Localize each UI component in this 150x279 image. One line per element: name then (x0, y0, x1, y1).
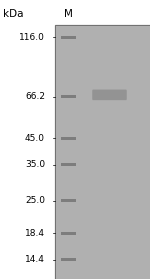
Text: 18.4: 18.4 (25, 229, 45, 238)
Text: 66.2: 66.2 (25, 92, 45, 102)
Bar (61, 36, 76, 39)
FancyBboxPatch shape (92, 90, 127, 100)
Text: 116.0: 116.0 (19, 33, 45, 42)
Text: 45.0: 45.0 (25, 134, 45, 143)
Bar (61, 163, 76, 166)
Text: 14.4: 14.4 (25, 255, 45, 264)
Text: M: M (64, 9, 73, 20)
Bar (55, 25, 150, 279)
Bar (61, 95, 76, 98)
Bar (61, 136, 76, 140)
Bar (55, 25, 150, 279)
Bar (61, 258, 76, 261)
Bar (61, 232, 76, 235)
Bar (61, 199, 76, 202)
Text: 35.0: 35.0 (25, 160, 45, 169)
Text: kDa: kDa (3, 9, 24, 20)
Text: 25.0: 25.0 (25, 196, 45, 205)
